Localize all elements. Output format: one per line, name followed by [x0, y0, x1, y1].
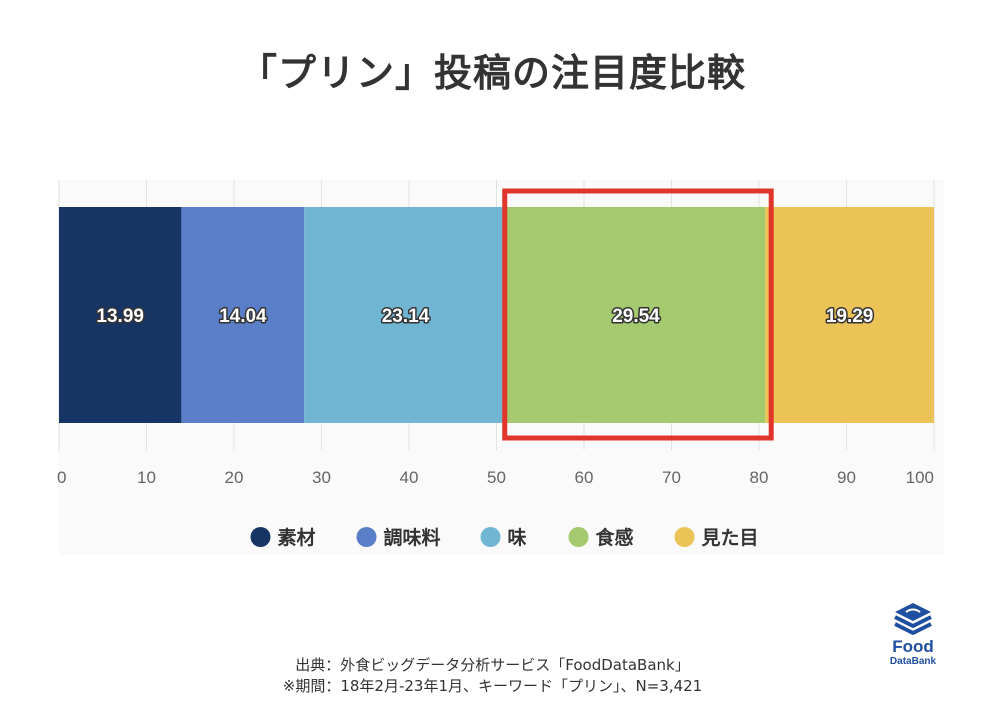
legend-marker-見た目	[674, 527, 695, 547]
fooddatabank-logo: Food DataBank	[880, 600, 946, 672]
highlight-box	[502, 188, 774, 441]
legend-marker-食感	[568, 527, 589, 547]
legend-marker-素材	[250, 527, 271, 547]
data-label: 19.29	[826, 306, 874, 327]
x-tick-label: 0	[57, 468, 66, 487]
bar-segment-味	[304, 207, 507, 423]
bar-segment-食感	[506, 207, 766, 423]
x-tick-label: 60	[575, 468, 594, 487]
legend-marker-味	[480, 527, 501, 547]
x-tick-label: 30	[312, 468, 331, 487]
source-line-2: ※期間：18年2月-23年1月、キーワード「プリン」、N=3,421	[282, 677, 703, 695]
source-note: 出典：外食ビッグデータ分析サービス「FoodDataBank」 ※期間：18年2…	[0, 655, 985, 697]
x-tick-label: 100	[906, 468, 934, 487]
legend-label: 味	[508, 527, 527, 549]
legend-label: 食感	[596, 526, 634, 549]
data-label: 13.99	[96, 306, 144, 327]
legend-label: 調味料	[384, 526, 441, 549]
legend-label: 見た目	[702, 527, 759, 549]
bar-segment-調味料	[181, 207, 305, 423]
x-tick-label: 70	[662, 468, 681, 487]
x-tick-label: 50	[487, 468, 506, 487]
data-label: 23.14	[382, 306, 430, 327]
bar-segment-見た目	[765, 207, 934, 423]
x-tick-label: 20	[225, 468, 244, 487]
x-tick-label: 40	[400, 468, 419, 487]
chart-title: 「プリン」投稿の注目度比較	[238, 51, 746, 95]
data-label: 14.04	[219, 306, 267, 327]
logo-mark-icon	[894, 603, 932, 635]
legend-marker-調味料	[356, 527, 377, 547]
logo-word-food: Food	[892, 637, 934, 656]
x-tick-label: 90	[837, 468, 856, 487]
source-line-1: 出典：外食ビッグデータ分析サービス「FoodDataBank」	[295, 656, 690, 674]
legend-label: 素材	[278, 526, 316, 549]
x-tick-label: 80	[750, 468, 769, 487]
logo-word-databank: DataBank	[889, 656, 937, 667]
bar-segment-素材	[59, 207, 182, 423]
x-tick-label: 10	[137, 468, 156, 487]
data-label: 29.54	[612, 306, 660, 327]
